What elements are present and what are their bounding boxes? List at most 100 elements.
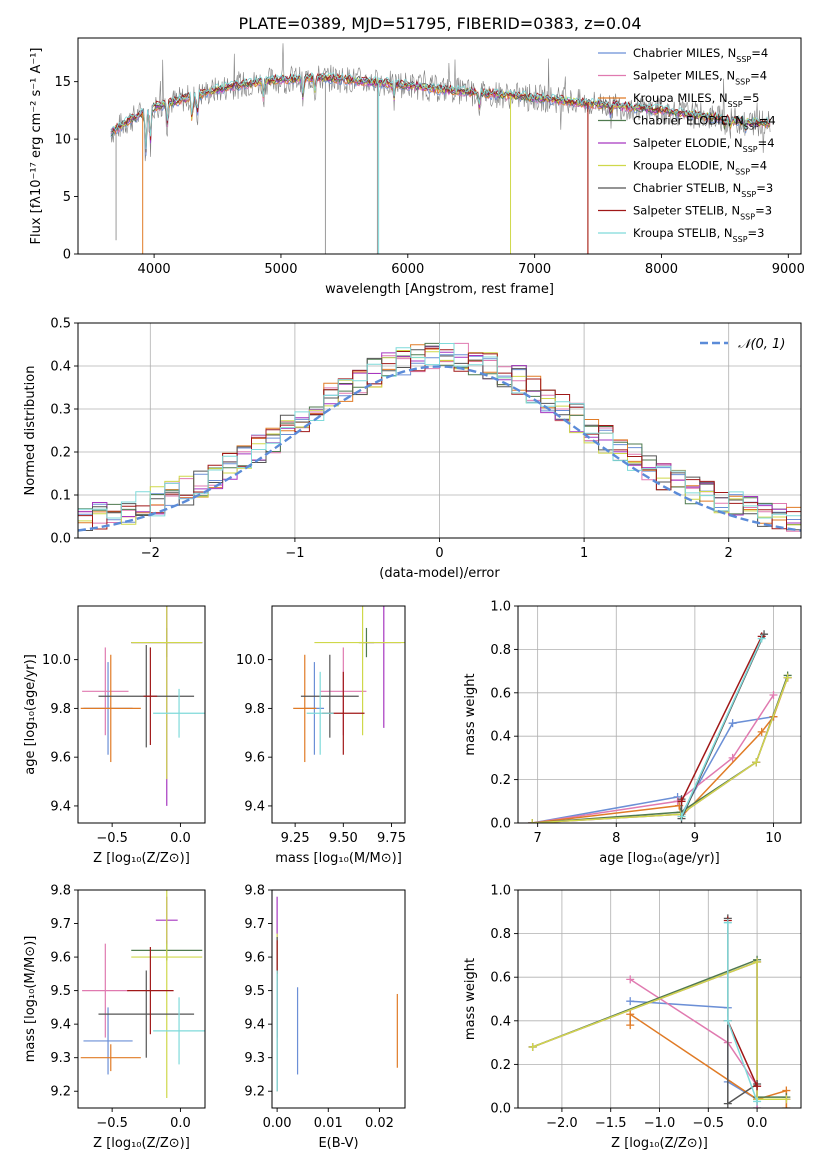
mass-weight-marker — [626, 1021, 635, 1030]
x-tick-label: 4000 — [138, 262, 171, 277]
y-tick-label: 10.0 — [236, 653, 265, 668]
y-tick-label: 9.2 — [50, 1085, 71, 1100]
panel-massweight-vs-Z: −2.0 −1.5 −1.0 −0.5 0.0 0.0 0.2 0.4 0.6 0.8 1.0 Z [… — [463, 884, 802, 1151]
y-tick-label: 9.6 — [244, 751, 265, 766]
legend-entry: Salpeter ELODIE, NSSP=4 — [633, 136, 775, 154]
panel-age-vs-mass: 9.25 9.50 9.75 9.4 9.6 9.8 10.0 mass [log₁₀(M/M… — [236, 605, 406, 866]
mass-weight-line — [531, 694, 775, 823]
x-tick-label: 9000 — [772, 262, 805, 277]
x-tick-label: 0.0 — [747, 1116, 768, 1131]
x-tick-label: 7000 — [518, 262, 551, 277]
x-tick-label: −1 — [285, 546, 304, 561]
x-tick-label: −2.0 — [546, 1116, 578, 1131]
y-tick-label: 0.3 — [50, 403, 71, 418]
mass-weight-marker — [626, 975, 635, 984]
x-tick-label: −2 — [141, 546, 160, 561]
x-tick-label: 8 — [612, 831, 620, 846]
y-tick-label: 5 — [63, 190, 71, 205]
plot-area — [80, 890, 205, 1098]
plot-area — [110, 43, 771, 254]
legend-entry: Salpeter MILES, NSSP=4 — [633, 69, 767, 87]
mass-weight-marker — [757, 634, 766, 643]
x-tick-label: 0 — [435, 546, 443, 561]
x-tick-label: 0.0 — [170, 831, 191, 846]
x-tick-label: 0.01 — [314, 1116, 343, 1131]
y-tick-label: 0.1 — [50, 489, 71, 504]
mass-weight-marker — [677, 812, 686, 821]
y-tick-label: 9.5 — [50, 984, 71, 999]
x-axis-label: wavelength [Angstrom, rest frame] — [325, 282, 554, 297]
x-tick-label: 10 — [765, 831, 782, 846]
x-tick-label: 0.02 — [365, 1116, 394, 1131]
model-spectrum — [110, 71, 771, 150]
y-tick-label: 9.6 — [50, 951, 71, 966]
mass-weight-marker — [723, 1016, 732, 1025]
y-tick-label: 9.4 — [50, 1018, 71, 1033]
mass-weight-marker — [626, 997, 635, 1006]
y-axis-label: mass weight — [463, 958, 478, 1040]
y-tick-label: 1.0 — [490, 600, 511, 615]
y-tick-label: 0.0 — [50, 532, 71, 547]
panel-mass-vs-ebv: 0.00 0.01 0.02 9.2 9.3 9.4 9.5 9.6 9.7 9.8 E(B-V) — [244, 884, 406, 1151]
mass-weight-marker — [757, 727, 766, 736]
mass-weight-marker — [728, 719, 737, 728]
plot-area — [528, 914, 791, 1108]
legend-entry: Chabrier ELODIE, NSSP=4 — [633, 114, 776, 132]
x-axis-label: Z [log₁₀(Z/Z⊙)] — [93, 1136, 190, 1151]
figure-title: PLATE=0389, MJD=51795, FIBERID=0383, z=0… — [238, 14, 641, 33]
y-tick-label: 9.8 — [50, 884, 71, 899]
x-axis-label: Z [log₁₀(Z/Z⊙)] — [93, 851, 190, 866]
mass-weight-line — [630, 1000, 758, 1108]
axes-frame — [271, 889, 406, 1109]
y-tick-label: 10 — [54, 133, 71, 148]
mass-weight-marker — [528, 819, 537, 823]
plot-area — [78, 342, 801, 532]
y-tick-label: 9.8 — [244, 884, 265, 899]
x-tick-label: 5000 — [264, 262, 297, 277]
y-tick-label: 9.8 — [50, 702, 71, 717]
mass-weight-marker — [782, 1104, 791, 1108]
y-tick-label: 1.0 — [490, 884, 511, 899]
y-tick-label: 9.4 — [244, 1018, 265, 1033]
normal-curve — [78, 365, 801, 532]
axes-frame — [271, 605, 406, 824]
x-tick-label: 9.25 — [281, 831, 310, 846]
plot-area — [528, 630, 792, 823]
mass-weight-marker — [528, 1042, 537, 1051]
mass-weight-marker — [753, 1097, 762, 1106]
y-tick-label: 0.4 — [490, 730, 511, 745]
y-tick-label: 9.6 — [244, 951, 265, 966]
axes-frame — [77, 322, 802, 539]
y-tick-label: 9.2 — [244, 1085, 265, 1100]
x-tick-label: 6000 — [391, 262, 424, 277]
legend-entry: 𝒩(0, 1) — [738, 337, 785, 352]
model-spectrum — [110, 73, 771, 153]
y-tick-label: 0.2 — [490, 1058, 511, 1073]
mass-weight-line — [531, 715, 774, 823]
y-tick-label: 9.8 — [244, 702, 265, 717]
x-tick-label: 0.0 — [170, 1116, 191, 1131]
mass-weight-line — [680, 636, 763, 802]
x-tick-label: 8000 — [645, 262, 678, 277]
x-axis-label: (data-model)/error — [379, 566, 500, 581]
y-tick-label: 9.3 — [244, 1051, 265, 1066]
mass-weight-line — [680, 638, 763, 817]
y-axis-label: Flux [fλ10⁻¹⁷ erg cm⁻² s⁻¹ A⁻¹] — [29, 48, 44, 245]
mass-weight-line — [532, 677, 789, 823]
plot-area — [293, 606, 405, 763]
x-axis-label: Z [log₁₀(Z/Z⊙)] — [611, 1136, 708, 1151]
x-tick-label: 1 — [580, 546, 588, 561]
panel-spectrum: 4000 5000 6000 7000 8000 9000 0 5 10 15 wavelength… — [29, 37, 805, 297]
mass-weight-marker — [769, 690, 778, 699]
axes-frame — [517, 605, 802, 824]
legend-entry: Salpeter STELIB, NSSP=3 — [633, 204, 772, 222]
y-tick-label: 0.0 — [490, 817, 511, 832]
y-tick-label: 0.4 — [50, 360, 71, 375]
legend-entry: Kroupa ELODIE, NSSP=4 — [633, 159, 767, 177]
mass-weight-marker — [782, 1095, 791, 1104]
legend-entry: Chabrier STELIB, NSSP=3 — [633, 181, 773, 199]
x-tick-label: 9.50 — [329, 831, 358, 846]
x-tick-label: −0.5 — [96, 831, 128, 846]
mass-weight-marker — [723, 918, 732, 927]
